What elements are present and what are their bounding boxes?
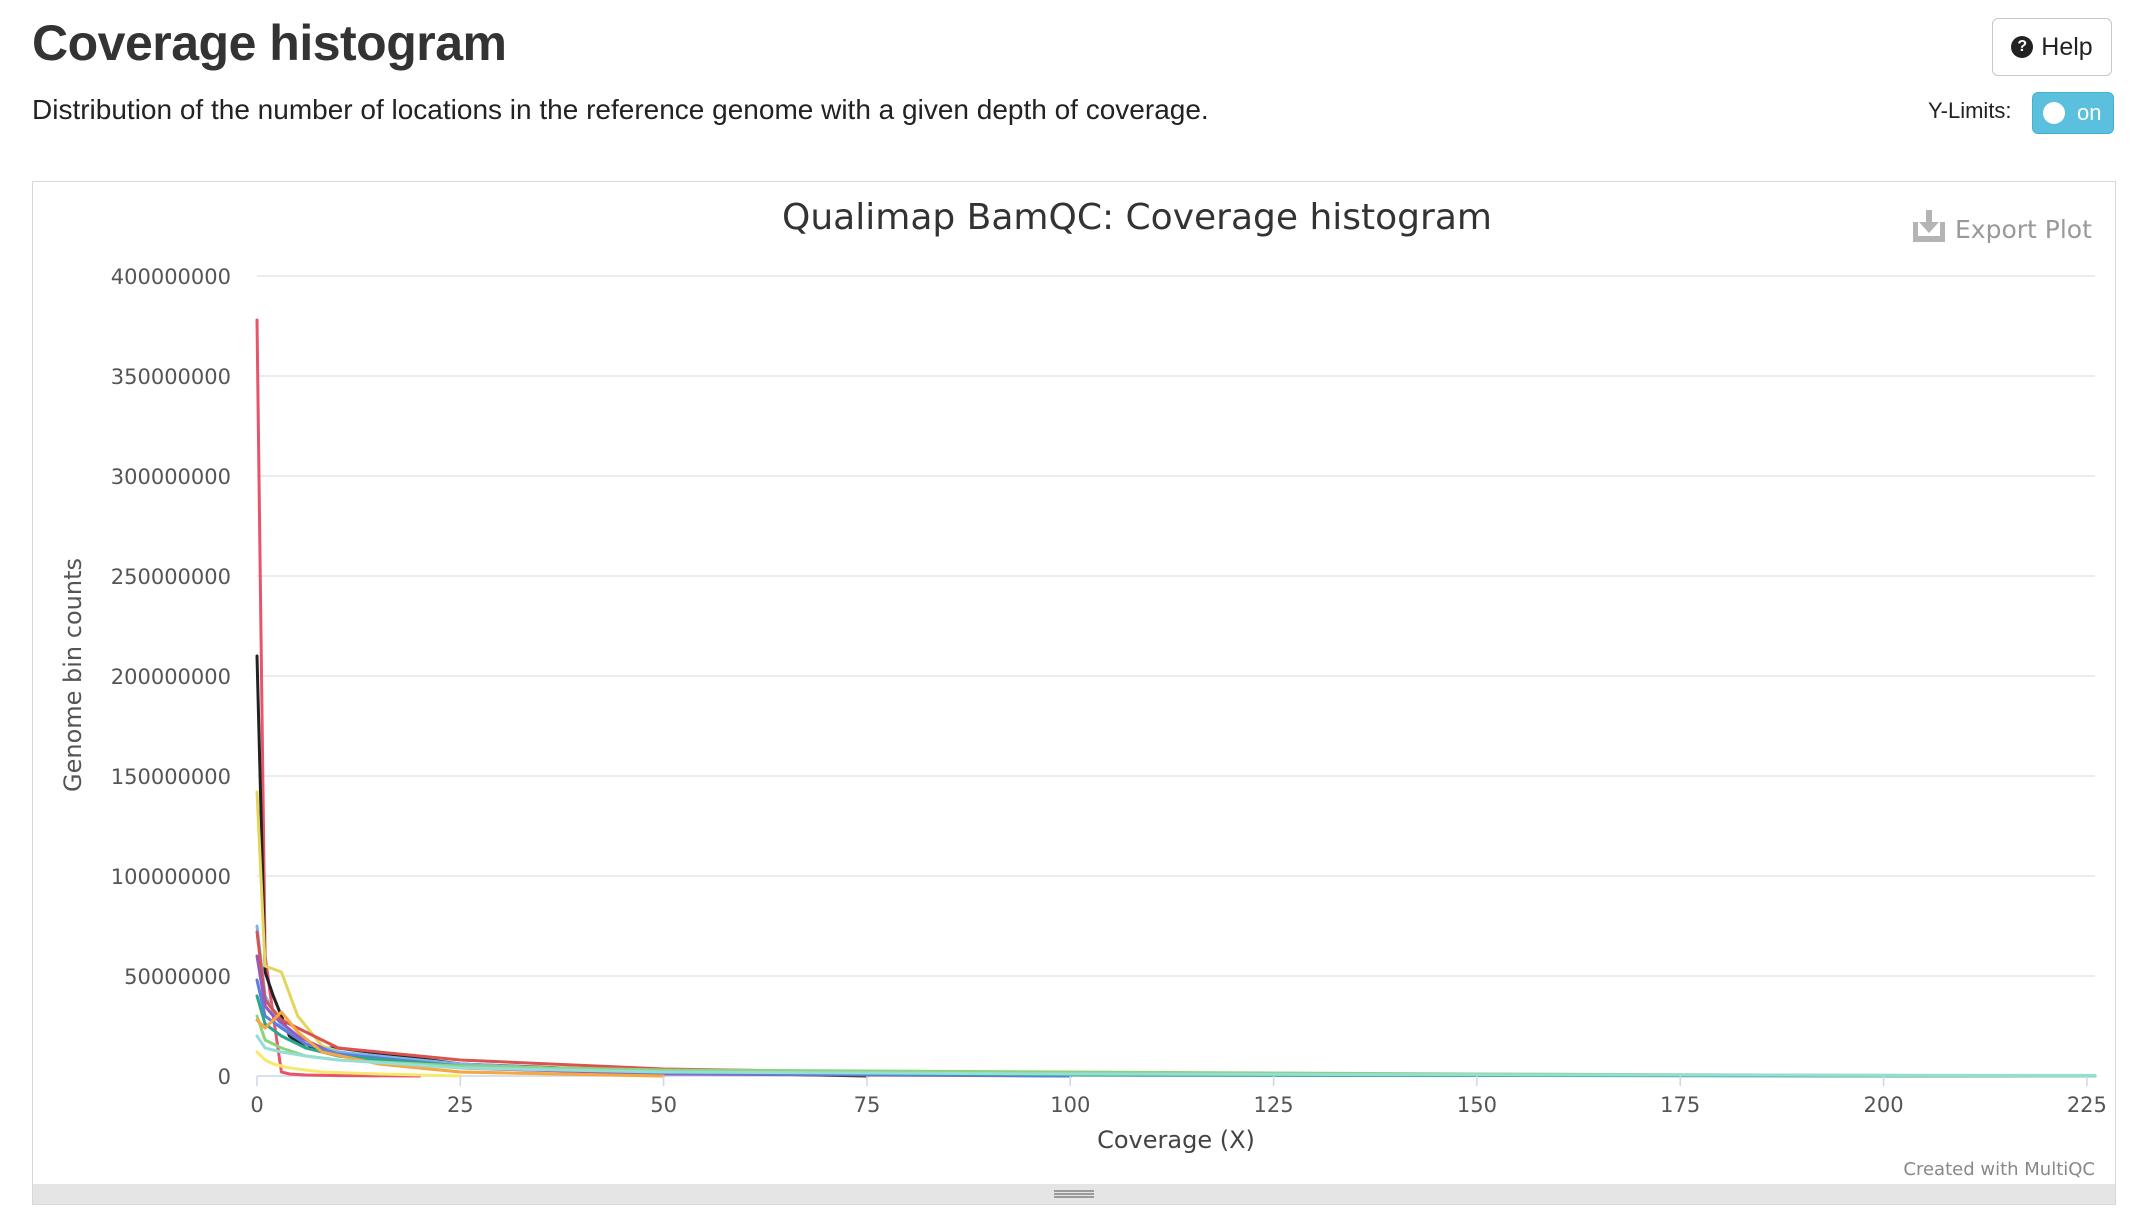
x-tick-label: 0: [250, 1093, 263, 1117]
y-tick-label: 350000000: [111, 365, 231, 389]
x-tick-label: 125: [1254, 1093, 1294, 1117]
export-plot-button[interactable]: Export Plot: [1913, 210, 2092, 244]
x-tick-label: 200: [1864, 1093, 1904, 1117]
series-layer: [255, 318, 2097, 1078]
y-tick-label: 0: [218, 1065, 231, 1089]
series-line: [255, 924, 2097, 1078]
help-button-label: Help: [2041, 32, 2093, 61]
y-tick-label: 200000000: [111, 665, 231, 689]
y-axis-label: Genome bin counts: [59, 558, 87, 792]
series-line: [255, 654, 869, 1078]
page-title: Coverage histogram: [32, 15, 507, 71]
plot-container: Qualimap BamQC: Coverage histogram Expor…: [32, 181, 2116, 1205]
x-tick-label: 100: [1050, 1093, 1090, 1117]
x-tick-label: 225: [2067, 1093, 2107, 1117]
ylimits-toggle[interactable]: on: [2032, 92, 2114, 134]
x-axis-label: Coverage (X): [1097, 1126, 1255, 1154]
y-tick-label: 100000000: [111, 865, 231, 889]
coverage-chart: Qualimap BamQC: Coverage histogram Expor…: [59, 197, 2107, 1180]
plot-resize-handle[interactable]: [33, 1184, 2115, 1204]
section-description: Distribution of the number of locations …: [32, 94, 1209, 125]
series-line: [255, 318, 422, 1078]
y-tick-label: 300000000: [111, 465, 231, 489]
axes: 0 50000000 100000000 150000000 200000000 2500…: [111, 265, 2107, 1117]
series-line: [255, 790, 666, 1078]
series-line: [255, 930, 2097, 1078]
series-line: [255, 1050, 462, 1078]
question-circle-icon: ?: [2011, 36, 2034, 58]
series-line: [255, 1034, 2097, 1077]
multiqc-credit: Created with MultiQC: [1903, 1159, 2095, 1180]
export-plot-label: Export Plot: [1955, 215, 2092, 244]
x-tick-label: 50: [650, 1093, 677, 1117]
x-tick-label: 25: [447, 1093, 474, 1117]
y-tick-label: 400000000: [111, 265, 231, 289]
x-tick-label: 175: [1660, 1093, 1700, 1117]
ylimits-label: Y-Limits:: [1928, 98, 2012, 123]
grip-icon: [1054, 1190, 1094, 1198]
ylimits-toggle-state: on: [2077, 100, 2102, 125]
y-tick-label: 250000000: [111, 565, 231, 589]
help-button[interactable]: ? Help: [1992, 18, 2112, 76]
y-tick-label: 50000000: [124, 965, 231, 989]
y-tick-label: 150000000: [111, 765, 231, 789]
chart-title: Qualimap BamQC: Coverage histogram: [782, 197, 1492, 238]
series-line: [255, 1010, 666, 1078]
x-tick-label: 150: [1457, 1093, 1497, 1117]
toggle-knob: [2043, 102, 2065, 124]
download-icon: [1913, 210, 1945, 242]
grid-lines: [257, 275, 2095, 1077]
series-line: [255, 1014, 2097, 1078]
x-tick-label: 75: [854, 1093, 881, 1117]
